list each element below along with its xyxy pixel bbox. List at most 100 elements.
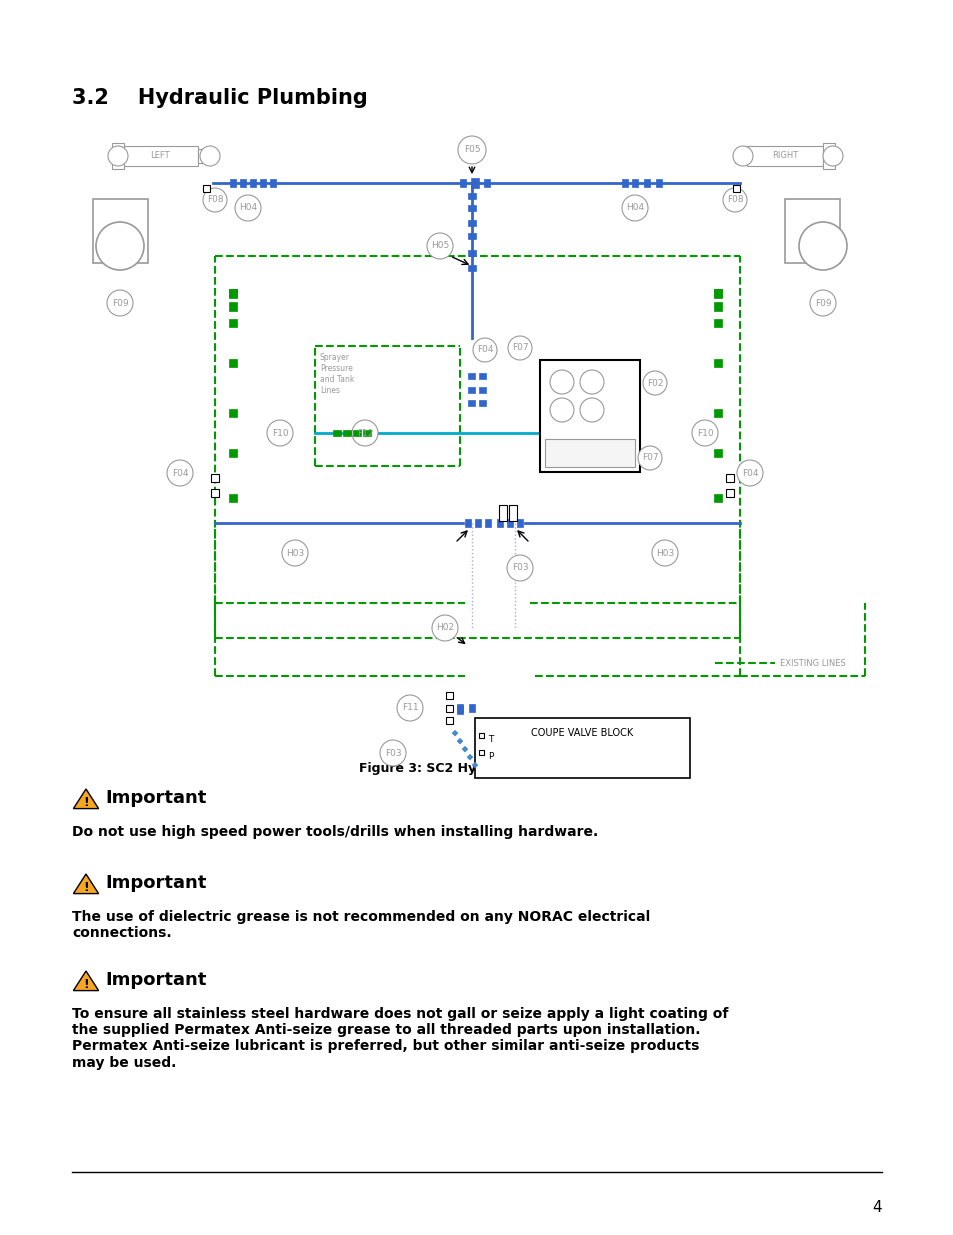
- Text: 3.2    Hydraulic Plumbing: 3.2 Hydraulic Plumbing: [71, 88, 367, 107]
- Circle shape: [282, 540, 308, 566]
- Bar: [464, 519, 471, 527]
- Circle shape: [732, 146, 752, 165]
- Bar: [92, 199, 148, 263]
- Bar: [456, 704, 462, 713]
- Bar: [713, 289, 721, 298]
- Bar: [250, 179, 255, 186]
- Circle shape: [108, 146, 128, 165]
- Text: Sprayer
Pressure
and Tank
Lines: Sprayer Pressure and Tank Lines: [319, 353, 354, 395]
- Circle shape: [352, 420, 377, 446]
- Bar: [713, 409, 721, 417]
- Circle shape: [621, 195, 647, 221]
- Bar: [713, 289, 721, 296]
- Text: !: !: [83, 795, 89, 809]
- Text: H04: H04: [238, 204, 256, 212]
- Circle shape: [427, 233, 453, 259]
- Circle shape: [234, 195, 261, 221]
- Circle shape: [579, 370, 603, 394]
- Polygon shape: [73, 874, 98, 894]
- Text: COUPE VALVE BLOCK: COUPE VALVE BLOCK: [531, 727, 633, 739]
- Circle shape: [822, 146, 842, 165]
- Bar: [643, 179, 649, 186]
- Bar: [784, 199, 840, 263]
- Bar: [230, 179, 235, 186]
- Bar: [446, 704, 453, 711]
- Text: Important: Important: [105, 874, 206, 892]
- Bar: [211, 474, 219, 482]
- Bar: [468, 387, 475, 393]
- Circle shape: [107, 290, 132, 316]
- Bar: [468, 400, 475, 406]
- Text: F07: F07: [511, 343, 528, 352]
- Bar: [479, 373, 486, 379]
- Bar: [459, 179, 465, 186]
- Bar: [229, 494, 236, 501]
- Bar: [733, 184, 740, 191]
- Text: LEFT: LEFT: [150, 152, 170, 161]
- Bar: [203, 184, 211, 191]
- Text: The use of dielectric grease is not recommended on any NORAC electrical
connecti: The use of dielectric grease is not reco…: [71, 910, 650, 940]
- Bar: [517, 519, 522, 527]
- Circle shape: [722, 188, 746, 212]
- Text: !: !: [83, 881, 89, 894]
- Text: To ensure all stainless steel hardware does not gall or seize apply a light coat: To ensure all stainless steel hardware d…: [71, 1007, 727, 1070]
- Bar: [363, 430, 371, 436]
- Text: F03: F03: [511, 563, 528, 573]
- Bar: [746, 146, 822, 165]
- Text: F08: F08: [726, 195, 742, 205]
- Bar: [539, 359, 639, 472]
- Bar: [483, 179, 490, 186]
- Text: Do not use high speed power tools/drills when installing hardware.: Do not use high speed power tools/drills…: [71, 825, 598, 839]
- Circle shape: [200, 146, 220, 165]
- Text: F08: F08: [207, 195, 223, 205]
- Text: H03: H03: [655, 548, 674, 557]
- Bar: [621, 179, 627, 186]
- Circle shape: [396, 695, 422, 721]
- Bar: [461, 746, 467, 752]
- Bar: [229, 450, 236, 457]
- Bar: [260, 179, 266, 186]
- Bar: [198, 149, 210, 163]
- Text: F10: F10: [272, 429, 288, 437]
- Text: F09: F09: [112, 299, 128, 308]
- Bar: [229, 409, 236, 417]
- Circle shape: [809, 290, 835, 316]
- Text: F10: F10: [696, 429, 713, 437]
- Bar: [468, 233, 476, 240]
- Text: F03: F03: [384, 748, 401, 757]
- Bar: [713, 494, 721, 501]
- Text: F02: F02: [646, 378, 662, 388]
- Bar: [725, 489, 733, 496]
- Bar: [353, 430, 360, 436]
- Bar: [446, 716, 453, 724]
- Bar: [240, 179, 246, 186]
- Circle shape: [379, 740, 406, 766]
- Bar: [631, 179, 638, 186]
- Circle shape: [642, 370, 666, 395]
- Text: 4: 4: [871, 1200, 882, 1215]
- Circle shape: [550, 398, 574, 422]
- Circle shape: [432, 615, 457, 641]
- Bar: [822, 143, 834, 169]
- Text: F12: F12: [356, 429, 373, 437]
- Text: F04: F04: [476, 346, 493, 354]
- Bar: [229, 301, 236, 310]
- Bar: [713, 450, 721, 457]
- Bar: [343, 430, 351, 436]
- Text: F04: F04: [741, 468, 758, 478]
- Bar: [211, 489, 219, 496]
- Bar: [446, 692, 453, 699]
- Circle shape: [737, 459, 762, 487]
- Circle shape: [167, 459, 193, 487]
- Bar: [468, 249, 476, 256]
- Bar: [122, 146, 198, 165]
- Text: T: T: [488, 735, 493, 743]
- Text: F09: F09: [814, 299, 830, 308]
- Bar: [468, 205, 476, 211]
- Circle shape: [96, 222, 144, 270]
- Bar: [333, 430, 340, 436]
- Bar: [467, 755, 473, 760]
- Text: H02: H02: [436, 624, 454, 632]
- Bar: [479, 400, 486, 406]
- Bar: [452, 730, 457, 736]
